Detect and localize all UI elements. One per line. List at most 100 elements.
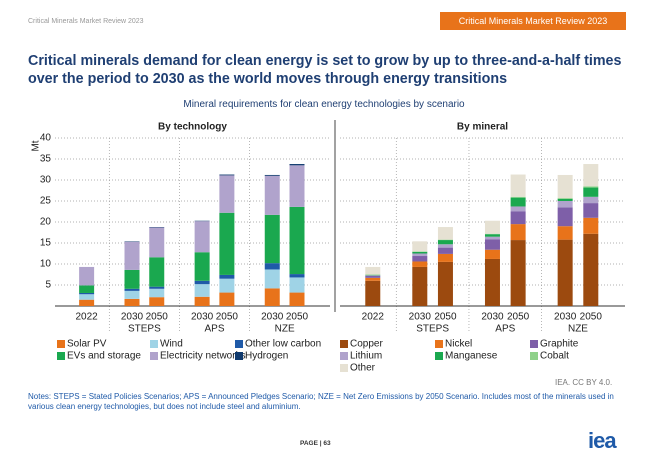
x-tick-label: 2030: [261, 312, 284, 323]
bar-segment: [412, 261, 428, 267]
y-tick-label: 25: [40, 196, 52, 207]
bar-segment: [194, 221, 210, 253]
bar-segment: [194, 280, 210, 285]
legend-label: Solar PV: [67, 339, 107, 350]
y-tick-label: 15: [40, 238, 52, 249]
bar-segment: [149, 227, 165, 258]
bar-segment: [583, 187, 599, 197]
y-tick-label: 20: [40, 217, 52, 228]
bar-segment: [437, 244, 453, 248]
bar-segment: [149, 297, 165, 306]
bar-segment: [583, 203, 599, 218]
legend-label: Wind: [160, 339, 183, 350]
bar-segment: [194, 252, 210, 281]
bar-segment: [484, 239, 500, 250]
bar-segment: [289, 292, 305, 306]
legend-swatch: [57, 352, 65, 360]
legend-label: Other low carbon: [245, 339, 321, 350]
bar-segment: [510, 174, 526, 197]
bar-segment: [124, 290, 140, 299]
bar-segment: [510, 224, 526, 241]
bar-segment: [124, 298, 140, 306]
bar-segment: [194, 296, 210, 306]
bar-segment: [124, 288, 140, 291]
bar-segment: [264, 288, 280, 306]
bar-segment: [437, 253, 453, 262]
bar-segment: [510, 206, 526, 212]
bar-segment: [365, 275, 381, 278]
bar-segment: [557, 174, 573, 199]
legend-swatch: [235, 340, 243, 348]
legend-label: Nickel: [445, 339, 472, 350]
group-label: APS: [495, 324, 515, 335]
bar-segment: [365, 280, 381, 306]
bar-segment: [412, 266, 428, 306]
bar-segment: [149, 288, 165, 298]
bar-segment: [264, 214, 280, 264]
bar-segment: [79, 292, 95, 295]
bar-segment: [484, 220, 500, 234]
legend-label: Graphite: [540, 339, 579, 350]
bar-segment: [583, 164, 599, 187]
bar-segment: [437, 261, 453, 306]
x-tick-label: 2050: [216, 312, 239, 323]
x-tick-label: 2050: [434, 312, 457, 323]
bar-segment: [583, 196, 599, 204]
group-label: APS: [204, 324, 224, 335]
legend-swatch: [340, 352, 348, 360]
bar-segment: [412, 256, 428, 262]
bar-segment: [79, 285, 95, 293]
bar-segment: [484, 234, 500, 237]
group-label: NZE: [275, 324, 295, 335]
legend-swatch: [150, 352, 158, 360]
bar-segment: [264, 263, 280, 270]
group-label: STEPS: [128, 324, 161, 335]
bar-segment: [289, 164, 305, 166]
x-tick-label: 2030: [191, 312, 214, 323]
legend-swatch: [57, 340, 65, 348]
legend-label: Lithium: [350, 351, 382, 362]
bar-segment: [412, 253, 428, 257]
bar-segment: [149, 286, 165, 289]
bar-segment: [219, 274, 235, 279]
bar-segment: [79, 299, 95, 306]
logo: iea: [588, 428, 617, 453]
header-badge: Critical Minerals Market Review 2023: [440, 12, 626, 30]
bar-segment: [412, 241, 428, 252]
legend-swatch: [150, 340, 158, 348]
legend-label: Electricity networks: [160, 351, 246, 362]
bar-segment: [219, 174, 235, 176]
bar-segment: [484, 258, 500, 306]
bar-segment: [264, 174, 280, 176]
bar-segment: [412, 251, 428, 254]
legend-swatch: [340, 340, 348, 348]
bar-segment: [124, 241, 140, 270]
bar-segment: [289, 277, 305, 293]
bar-segment: [289, 165, 305, 207]
x-tick-label: 2022: [362, 312, 385, 323]
legend-swatch: [530, 352, 538, 360]
source: IEA. CC BY 4.0.: [555, 378, 613, 387]
y-tick-label: 5: [45, 280, 51, 291]
bar-segment: [484, 249, 500, 259]
x-tick-label: 2030: [554, 312, 577, 323]
bar-segment: [510, 196, 526, 198]
legend-swatch: [235, 352, 243, 360]
notes: Notes: STEPS = Stated Policies Scenarios…: [28, 392, 614, 411]
bar-segment: [264, 269, 280, 289]
bar-segment: [437, 240, 453, 245]
y-tick-label: 40: [40, 133, 52, 144]
bar-segment: [437, 227, 453, 240]
y-tick-label: 30: [40, 175, 52, 186]
bar-segment: [510, 211, 526, 225]
bar-segment: [510, 240, 526, 306]
bar-segment: [219, 212, 235, 275]
header-left: Critical Minerals Market Review 2023: [28, 18, 144, 25]
page-title: Critical minerals demand for clean energ…: [28, 53, 622, 87]
bar-segment: [437, 247, 453, 254]
bar-segment: [510, 197, 526, 207]
bar-segment: [79, 294, 95, 300]
bar-segment: [583, 217, 599, 234]
bar-segment: [365, 277, 381, 281]
bar-segment: [219, 278, 235, 293]
